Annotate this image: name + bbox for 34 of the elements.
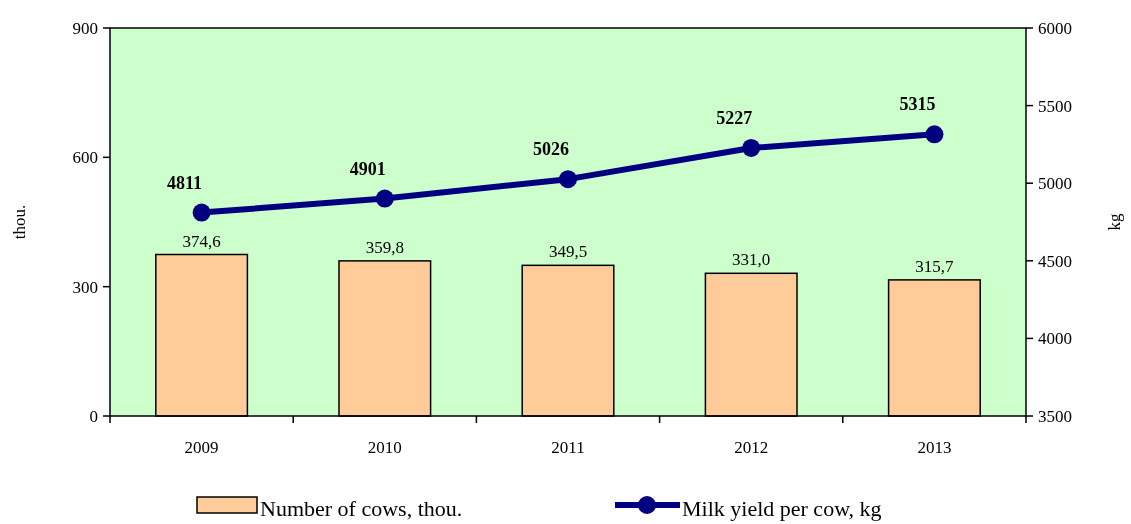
x-tick-label: 2012 — [734, 438, 769, 457]
y-tick-label: 300 — [72, 277, 98, 297]
y2-tick-label: 3500 — [1038, 406, 1072, 426]
y2-tick-label: 5500 — [1038, 96, 1072, 116]
data-label: 5315 — [899, 94, 936, 115]
x-tick-label: 2013 — [917, 438, 952, 457]
x-tick-label: 2009 — [184, 438, 219, 457]
y2-tick-label: 4500 — [1038, 251, 1072, 271]
data-label: 4901 — [349, 158, 386, 179]
data-label: 359,8 — [365, 237, 404, 257]
y2-tick-label: 4000 — [1038, 329, 1072, 349]
point — [559, 170, 577, 189]
y-tick-label: 900 — [72, 18, 98, 38]
data-label: 349,5 — [548, 242, 588, 262]
x-tick-label: 2011 — [551, 438, 585, 457]
data-label: 4811 — [167, 172, 203, 193]
legend-label: Number of cows, thou. — [260, 496, 463, 521]
point — [375, 189, 394, 208]
y-axis-title: thou. — [10, 204, 29, 240]
y-tick-label: 600 — [72, 148, 98, 168]
data-label: 5227 — [716, 107, 753, 128]
data-label: 315,7 — [915, 256, 955, 276]
x-tick-label: 2010 — [367, 438, 402, 457]
legend-label: Milk yield per cow, kg — [682, 496, 882, 521]
point — [192, 203, 211, 222]
data-label: 5026 — [533, 139, 569, 160]
y-tick-label: 0 — [89, 406, 98, 426]
point — [742, 138, 761, 157]
y2-tick-label: 6000 — [1038, 18, 1072, 38]
point — [925, 125, 944, 144]
y2-axis-title: kg — [1105, 213, 1124, 231]
y2-tick-label: 5000 — [1038, 174, 1072, 194]
data-label: 331,0 — [732, 250, 771, 270]
data-label: 374,6 — [182, 231, 221, 251]
